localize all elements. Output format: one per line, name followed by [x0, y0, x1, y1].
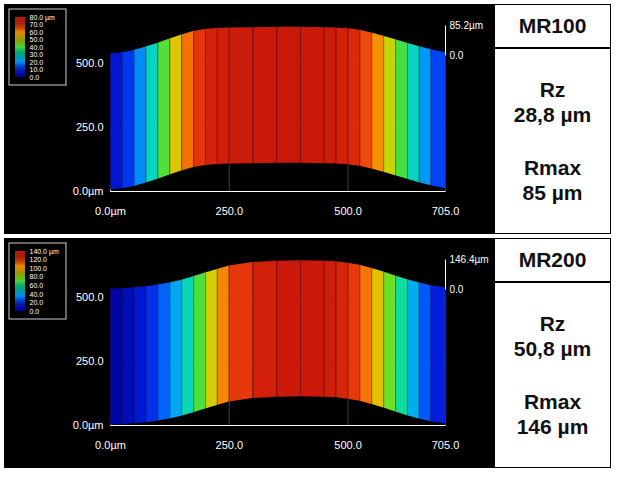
svg-text:0.0µm: 0.0µm [95, 439, 126, 451]
svg-text:500.0: 500.0 [76, 57, 104, 69]
svg-text:40.0: 40.0 [30, 44, 44, 51]
svg-text:60.0: 60.0 [30, 29, 44, 36]
svg-text:70.0: 70.0 [30, 21, 44, 28]
svg-text:705.0: 705.0 [432, 439, 460, 451]
svg-text:0.0: 0.0 [30, 308, 40, 315]
svg-text:0.0: 0.0 [450, 284, 464, 295]
svg-text:20.0: 20.0 [30, 59, 44, 66]
svg-text:0.0: 0.0 [450, 50, 464, 61]
svg-text:0.0µm: 0.0µm [95, 205, 126, 217]
svg-text:60.0: 60.0 [30, 282, 44, 289]
svg-text:500.0: 500.0 [334, 439, 362, 451]
svg-text:250.0: 250.0 [216, 205, 244, 217]
svg-text:705.0: 705.0 [432, 205, 460, 217]
html-text:146 µm: 146 µm [516, 415, 589, 438]
html-text:MR200: MR200 [518, 248, 587, 271]
html-text:Rmax: Rmax [523, 390, 582, 413]
svg-text:85.2µm: 85.2µm [450, 20, 484, 31]
svg-text:146.4µm: 146.4µm [450, 254, 489, 265]
html-text:MR100: MR100 [518, 14, 587, 37]
html-text:50,8 µm: 50,8 µm [513, 337, 592, 360]
svg-text:120.0: 120.0 [30, 256, 48, 263]
svg-text:500.0: 500.0 [334, 205, 362, 217]
html-text:Rz: Rz [539, 78, 566, 101]
svg-text:0.0: 0.0 [30, 74, 40, 81]
svg-text:0.0µm: 0.0µm [73, 419, 104, 431]
svg-text:10.0: 10.0 [30, 66, 44, 73]
svg-text:20.0: 20.0 [30, 299, 44, 306]
html-text:Rz: Rz [539, 312, 566, 335]
html-text:28,8 µm: 28,8 µm [513, 103, 592, 126]
svg-text:500.0: 500.0 [76, 291, 104, 303]
html-text:Rmax: Rmax [523, 156, 582, 179]
svg-text:250.0: 250.0 [76, 355, 104, 367]
svg-text:100.0: 100.0 [30, 265, 48, 272]
html-text:85 µm: 85 µm [522, 181, 583, 204]
svg-text:80.0: 80.0 [30, 273, 44, 280]
svg-text:250.0: 250.0 [216, 439, 244, 451]
svg-text:40.0: 40.0 [30, 291, 44, 298]
svg-text:0.0µm: 0.0µm [73, 185, 104, 197]
svg-text:250.0: 250.0 [76, 121, 104, 133]
svg-text:30.0: 30.0 [30, 51, 44, 58]
svg-text:50.0: 50.0 [30, 36, 44, 43]
svg-text:80.0 µm: 80.0 µm [29, 13, 55, 21]
svg-text:140.0 µm: 140.0 µm [30, 248, 59, 256]
